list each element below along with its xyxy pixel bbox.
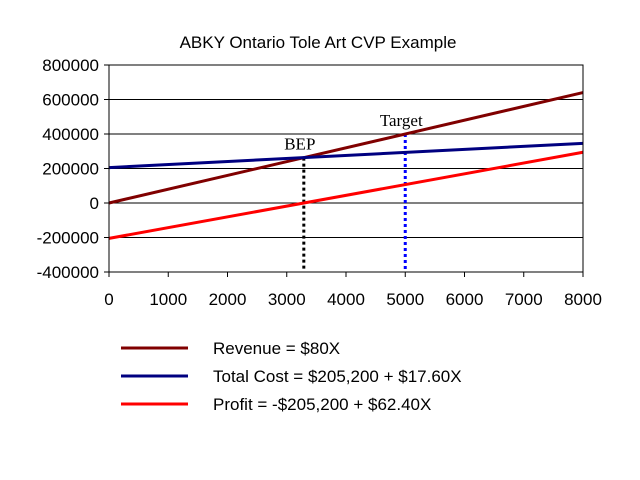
series-line-1 xyxy=(108,141,584,170)
annotation-label-target: Target xyxy=(380,111,423,130)
plot-frame xyxy=(108,64,584,273)
series-lines xyxy=(108,91,584,240)
x-tick-label: 6000 xyxy=(446,290,484,309)
y-tick-label: 600000 xyxy=(42,91,99,110)
series-line-0 xyxy=(108,91,584,205)
grid-lines xyxy=(109,64,583,273)
x-tick-label: 5000 xyxy=(386,290,424,309)
tick-labels: 800000 600000 400000 200000 0 -200000 -400000 0… xyxy=(37,56,602,309)
y-tick-label: -200000 xyxy=(37,229,99,248)
axes xyxy=(104,64,584,277)
y-tick-label: 400000 xyxy=(42,125,99,144)
x-tick-label: 8000 xyxy=(564,290,602,309)
chart-title: ABKY Ontario Tole Art CVP Example xyxy=(180,33,457,52)
x-tick-label: 1000 xyxy=(149,290,187,309)
y-tick-label: 0 xyxy=(90,194,99,213)
legend-label-1: Total Cost = $205,200 + $17.60X xyxy=(213,367,462,386)
legend-label-2: Profit = -$205,200 + $62.40X xyxy=(213,395,431,414)
legend-label-0: Revenue = $80X xyxy=(213,339,340,358)
x-tick-label: 7000 xyxy=(505,290,543,309)
x-tick-label: 3000 xyxy=(268,290,306,309)
y-tick-label: 200000 xyxy=(42,160,99,179)
series-line-2 xyxy=(108,150,584,240)
y-tick-label: -400000 xyxy=(37,263,99,282)
annotation-labels: BEP Target xyxy=(284,111,423,154)
legend: Revenue = $80X Total Cost = $205,200 + $1… xyxy=(121,339,462,414)
x-tick-label: 2000 xyxy=(209,290,247,309)
annotation-label-bep: BEP xyxy=(284,135,315,154)
x-tick-label: 0 xyxy=(104,290,113,309)
y-tick-label: 800000 xyxy=(42,56,99,75)
x-tick-label: 4000 xyxy=(327,290,365,309)
annotation-lines xyxy=(302,134,407,272)
